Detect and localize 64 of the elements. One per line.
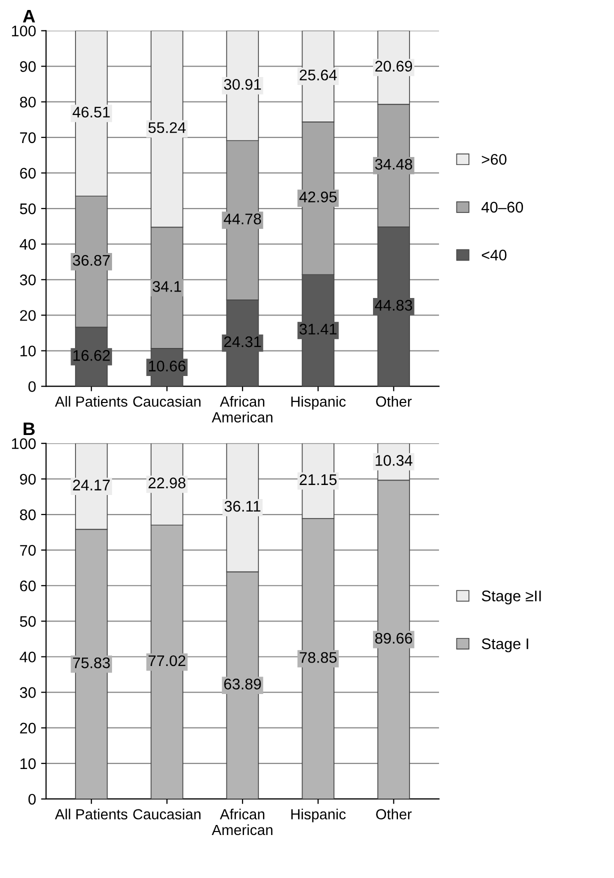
- legend-label: <40: [482, 250, 506, 260]
- x-tick-label: Caucasian: [133, 396, 200, 407]
- y-tick-label: 50: [20, 203, 36, 214]
- x-tick-label: Other: [376, 808, 412, 820]
- data-label: 25.64: [300, 70, 337, 80]
- y-tick-label: 40: [20, 652, 36, 662]
- legend-label: Stage ≥II: [482, 590, 541, 604]
- y-tick-label: 90: [20, 474, 36, 485]
- y-tick-label: 80: [20, 96, 36, 108]
- y-tick-label: 40: [20, 238, 36, 250]
- y-tick-label: 60: [20, 580, 36, 592]
- data-label: 36.11: [224, 500, 260, 512]
- y-tick-label: 90: [20, 61, 36, 72]
- data-label: 75.83: [73, 657, 110, 668]
- data-label: 10.66: [149, 360, 186, 372]
- legend-label: 40–60: [481, 202, 524, 213]
- y-tick-label: 100: [12, 26, 36, 36]
- data-label: 24.31: [224, 336, 261, 348]
- y-tick-label: 80: [20, 509, 36, 520]
- y-tick-label: 20: [20, 722, 36, 734]
- data-label: 77.02: [148, 655, 186, 666]
- data-label: 44.78: [224, 214, 261, 224]
- x-tick-label: Other: [376, 396, 412, 407]
- data-label: 31.41: [300, 324, 336, 335]
- y-tick-label: 60: [20, 168, 36, 179]
- y-tick-label: 30: [20, 274, 36, 286]
- data-label: 20.69: [375, 60, 412, 72]
- x-tick-label: All Patients: [54, 396, 128, 407]
- data-label: 46.51: [72, 106, 110, 118]
- y-tick-label: 10: [20, 758, 36, 770]
- data-label: 89.66: [375, 632, 412, 644]
- y-tick-label: 0: [28, 794, 36, 805]
- y-tick-label: 70: [20, 544, 36, 556]
- data-label: 10.34: [376, 455, 412, 466]
- y-tick-label: 10: [20, 346, 36, 356]
- data-label: 30.91: [224, 78, 261, 90]
- data-label: 63.89: [224, 678, 261, 690]
- legend-label: >60: [482, 154, 506, 165]
- legend-label: Stage I: [482, 638, 528, 652]
- y-tick-label: 70: [20, 132, 36, 144]
- data-label: 16.62: [73, 350, 110, 361]
- data-label: 24.17: [73, 480, 110, 490]
- data-label: 55.24: [148, 122, 186, 134]
- chart-title: A: [22, 10, 36, 22]
- x-tick-label: African American: [212, 808, 272, 836]
- x-tick-label: Hispanic: [291, 396, 346, 410]
- x-tick-label: Hispanic: [291, 808, 346, 822]
- y-tick-label: 0: [28, 381, 36, 392]
- x-tick-label: Caucasian: [133, 808, 200, 820]
- data-label: 22.98: [148, 478, 186, 488]
- x-tick-label: All Patients: [54, 808, 128, 820]
- data-label: 34.1: [152, 281, 182, 292]
- y-tick-label: 20: [20, 310, 36, 321]
- data-label: 44.83: [374, 300, 412, 311]
- y-tick-label: 30: [20, 687, 36, 698]
- data-label: 34.48: [375, 158, 412, 170]
- y-tick-label: 50: [20, 616, 36, 627]
- chart-title: B: [24, 422, 35, 436]
- x-tick-label: African American: [212, 396, 272, 422]
- data-label: 42.95: [299, 192, 337, 202]
- data-label: 36.87: [72, 254, 110, 266]
- data-label: 78.85: [300, 652, 337, 663]
- y-tick-label: 100: [12, 438, 36, 450]
- data-label: 21.15: [300, 474, 337, 486]
